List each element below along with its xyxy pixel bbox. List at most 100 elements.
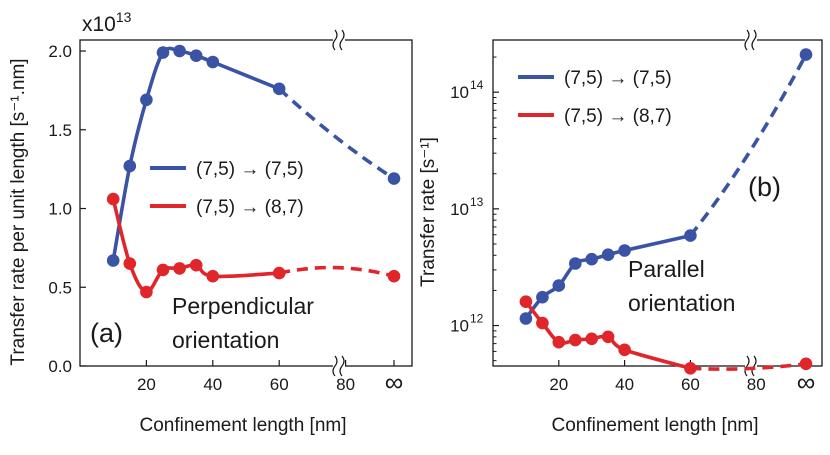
panel-b-x-tick-label-infinity: ∞: [797, 367, 816, 397]
panel-b-series-0-point-8: [799, 48, 813, 61]
panel-b-legend-label-1-to: (8,7): [633, 106, 672, 127]
panel-a-legend-label-1-to: (8,7): [265, 197, 304, 218]
panel-a-series-0-point-8: [387, 172, 401, 185]
panel-a-series-1-point-1: [123, 257, 137, 270]
panel-a-series-1-point-6: [206, 269, 220, 283]
panel-b-series-1-point-5: [601, 330, 615, 344]
panel-b-series-1-point-6: [618, 343, 631, 357]
panel-b-series-0-point-2: [552, 279, 566, 292]
panel-b-x-tick-label-1: 40: [615, 375, 634, 394]
panel-a-legend-label-1: (7,5) → (8,7): [196, 197, 304, 218]
panel-a-axis-break-bottom-gap: [333, 355, 345, 377]
panel-b-series-0-point-4: [585, 252, 598, 266]
panel-a-x-tick-label-infinity: ∞: [385, 367, 404, 397]
panel-a-multiplier: x1013: [82, 9, 132, 36]
panel-b-axis-break-top-gap: [745, 29, 757, 51]
panel-b-x-tick-label-0: 20: [549, 375, 568, 394]
panel-a-series-0-line: [111, 46, 281, 263]
panel-b-x-axis-label: Confinement length [nm]: [551, 415, 758, 436]
panel-b-legend-label-0: (7,5) → (7,5): [564, 68, 672, 89]
panel-a-axis-break-top-gap: [333, 29, 345, 51]
panel-b: Transfer rate [s⁻¹] Confinement length […: [418, 137, 781, 436]
panel-a-series-0-point-1: [123, 159, 137, 173]
panel-a-legend-label-0-to: (7,5): [265, 159, 304, 180]
panel-a-series-0-extrapolation: [277, 87, 395, 181]
panel-a-x-tick-label-1: 40: [203, 375, 222, 394]
panel-b-label: (b): [748, 172, 781, 202]
panel-b-axis-break-bottom-gap: [745, 355, 757, 377]
panel-a-y-axis-label: Transfer rate per unit length [s⁻¹.nm]: [8, 58, 29, 365]
panel-a-multiplier-base: x10: [82, 13, 116, 36]
panel-a-y-tick-label-1: 0.5: [48, 278, 72, 297]
panel-a-plot: 0.00.51.01.52.020 40 60 80 ∞(7,5) → (7,5)(7,…: [48, 29, 413, 397]
panel-b-series-0-point-6: [618, 244, 631, 257]
panel-b-series-1-point-8: [799, 357, 813, 371]
panel-a-series-1-point-8: [387, 269, 401, 283]
panel-a-series-0-point-4: [173, 44, 186, 58]
panel-b-annotation-line2: orientation: [628, 290, 735, 316]
panel-b-series-1-point-1: [536, 316, 549, 330]
panel-b-series-0-point-3: [569, 257, 582, 270]
panel-a-series-0-point-3: [156, 46, 170, 59]
panel-b-legend-label-1-arrow: →: [608, 106, 632, 127]
panel-a-series-1-point-3: [156, 263, 170, 277]
panel-b-y-tick-label-1: 10: [450, 200, 469, 219]
panel-b-annotation-line1: Parallel: [628, 256, 705, 282]
panel-b-series-1-point-0: [519, 295, 533, 309]
panel-a-series-1-point-4: [173, 262, 186, 275]
plot-content: 0.00.51.01.52.020 40 60 80 ∞(7,5) → (7,5)(7,…: [48, 29, 823, 397]
panel-a-y-tick-label-2: 1.0: [48, 200, 72, 219]
panel-a-series-0-point-7: [272, 82, 286, 96]
panel-b-axis-break-top: [744, 29, 757, 51]
panel-b-series-0-point-7: [684, 229, 697, 242]
panel-a-annotation-line2: orientation: [172, 327, 279, 353]
panel-b-legend-label-0-arrow: →: [608, 68, 632, 89]
panel-a-y-tick-label-3: 1.5: [48, 121, 72, 140]
panel-a-multiplier-exponent: 13: [116, 9, 132, 25]
panel-b-series-0-point-1: [536, 290, 549, 304]
panel-a-x-tick-label-0: 20: [137, 375, 156, 394]
panel-a-series-1-extrapolation: [278, 265, 395, 278]
panel-a-legend-label-0: (7,5) → (7,5): [196, 159, 304, 180]
panel-b-y-tick-label-0: 10: [450, 317, 469, 336]
panel-a-x-axis-label: Confinement length [nm]: [139, 415, 346, 436]
panel-b-series-0-point-5: [601, 248, 615, 261]
panel-b-x-tick-label-3: 80: [747, 375, 766, 394]
panel-b-series-1-point-4: [585, 332, 598, 346]
panel-a-series-1-point-0: [106, 192, 120, 206]
panel-b-axis-break-bottom: [744, 355, 757, 377]
panel-a: Transfer rate per unit length [s⁻¹.nm] C…: [8, 9, 347, 436]
panel-a-label: (a): [90, 318, 123, 348]
panel-a-frame: [79, 39, 413, 367]
panel-a-x-tick-label-2: 60: [270, 375, 289, 394]
panel-b-y-tick-label-2: 10: [450, 83, 469, 102]
panel-a-series-0-point-5: [189, 49, 203, 62]
panel-a-series-0-point-2: [140, 93, 153, 107]
panel-b-y-axis-label: Transfer rate [s⁻¹]: [418, 137, 439, 287]
panel-a-annotation-line1: Perpendicular: [172, 293, 314, 319]
panel-a-series-1-point-5: [189, 258, 203, 272]
panel-a-legend-label-0-arrow: →: [240, 159, 264, 180]
panel-a-legend-label-0-from: (7,5): [196, 159, 240, 180]
panel-b-series-0-extrapolation: [688, 53, 808, 237]
panel-b-legend-label-1: (7,5) → (8,7): [564, 106, 672, 127]
panel-b-y-tick-exponent-2: 14: [470, 78, 484, 92]
panel-b-x-tick-label-2: 60: [681, 375, 700, 394]
panel-a-y-tick-label-4: 2.0: [48, 42, 72, 61]
panel-b-y-tick-exponent-0: 12: [470, 312, 484, 326]
panel-b-series-1-point-3: [569, 333, 582, 347]
panel-a-legend-label-1-arrow: →: [240, 197, 264, 218]
panel-b-legend-label-1-from: (7,5): [564, 106, 608, 127]
panel-b-series-1-point-2: [552, 335, 566, 349]
panel-b-y-tick-exponent-1: 13: [470, 195, 484, 209]
panel-a-series-1-point-2: [140, 285, 153, 299]
panel-b-legend-label-0-from: (7,5): [564, 68, 608, 89]
panel-a-series-0-point-6: [206, 55, 220, 69]
panel-a-series-0-point-0: [106, 254, 120, 267]
panel-a-y-tick-label-0: 0.0: [48, 357, 72, 376]
panel-a-axis-break-top: [332, 29, 345, 51]
panel-b-series-0-point-0: [519, 312, 533, 325]
panel-a-series-1-point-7: [272, 266, 286, 280]
panel-a-axis-break-bottom: [332, 355, 345, 377]
